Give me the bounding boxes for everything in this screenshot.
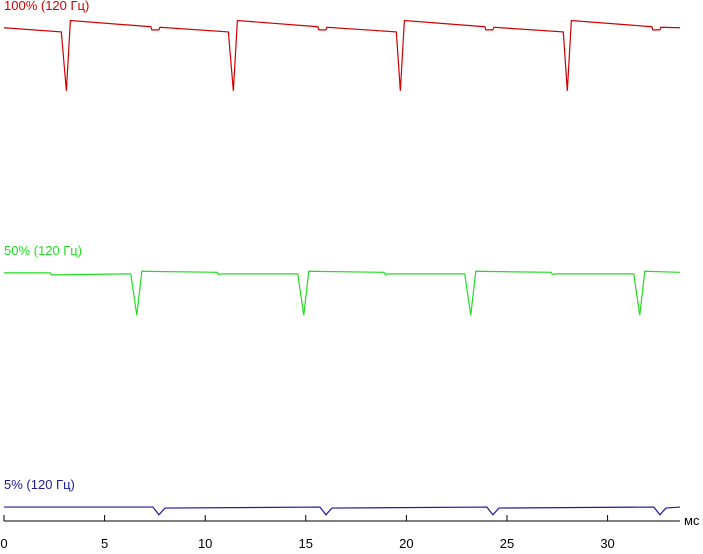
x-axis-label: мс: [684, 513, 700, 528]
x-tick-label: 15: [299, 536, 313, 549]
series-label: 50% (120 Гц): [4, 243, 82, 258]
x-tick-label: 0: [0, 536, 7, 549]
x-tick-label: 20: [399, 536, 413, 549]
series-line: [4, 270, 681, 316]
series-line: [3, 19, 681, 91]
x-tick-label: 10: [198, 536, 212, 549]
series-line: [4, 506, 681, 516]
x-tick-label: 5: [101, 536, 108, 549]
series-label: 100% (120 Гц): [4, 0, 89, 13]
series-label: 5% (120 Гц): [4, 477, 75, 492]
x-tick-label: 30: [600, 536, 614, 549]
x-tick-label: 25: [500, 536, 514, 549]
